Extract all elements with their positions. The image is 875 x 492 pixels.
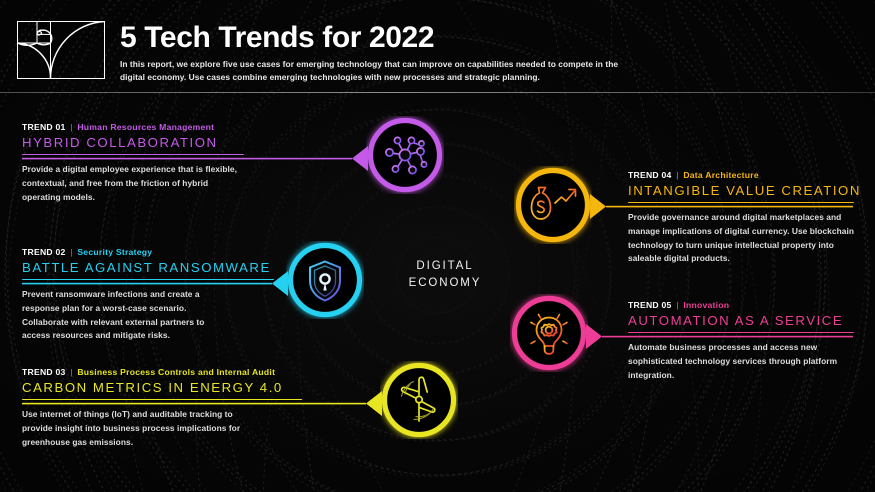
trend-description-3: Use internet of things (IoT) and auditab… bbox=[22, 409, 241, 447]
trend-number-1: TREND 01 bbox=[22, 122, 66, 132]
network-nodes-icon bbox=[367, 117, 443, 193]
trend-divider-3: | bbox=[70, 367, 73, 377]
trend-rule-1 bbox=[22, 153, 244, 156]
trend-block-2[interactable]: TREND 02 | Security Strategy BATTLE AGAI… bbox=[22, 247, 274, 343]
lightbulb-gear-icon bbox=[511, 295, 587, 371]
wind-turbine-icon bbox=[381, 362, 457, 438]
trend-node-3[interactable] bbox=[380, 361, 458, 439]
trend-rule-4 bbox=[628, 201, 854, 204]
trend-node-1[interactable] bbox=[366, 116, 444, 194]
trend-divider-2: | bbox=[70, 247, 73, 257]
trend-kicker-2: TREND 02 | Security Strategy bbox=[22, 247, 274, 257]
money-bag-growth-chart-icon bbox=[515, 167, 591, 243]
trend-number-4: TREND 04 bbox=[628, 170, 672, 180]
trend-title-5: AUTOMATION AS A SERVICE bbox=[628, 313, 844, 328]
page-title: 5 Tech Trends for 2022 bbox=[120, 21, 435, 54]
trend-title-2: BATTLE AGAINST RANSOMWARE bbox=[22, 260, 271, 275]
center-label: DIGITAL ECONOMY bbox=[390, 258, 500, 291]
trend-title-4: INTANGIBLE VALUE CREATION bbox=[628, 183, 861, 198]
trend-kicker-5: TREND 05 | Innovation bbox=[628, 300, 854, 310]
trend-number-5: TREND 05 bbox=[628, 300, 672, 310]
trend-category-1: Human Resources Management bbox=[77, 122, 215, 132]
trend-kicker-4: TREND 04 | Data Architecture bbox=[628, 170, 854, 180]
trend-divider-1: | bbox=[70, 122, 73, 132]
header-bar: 5 Tech Trends for 2022 In this report, w… bbox=[0, 0, 875, 92]
trend-title-3: CARBON METRICS IN ENERGY 4.0 bbox=[22, 380, 283, 395]
trend-category-3: Business Process Controls and Internal A… bbox=[77, 367, 276, 377]
trend-number-3: TREND 03 bbox=[22, 367, 66, 377]
trend-description-5: Automate business processes and access n… bbox=[628, 342, 838, 380]
center-label-line2: ECONOMY bbox=[408, 276, 482, 289]
trend-block-4[interactable]: TREND 04 | Data Architecture INTANGIBLE … bbox=[628, 170, 861, 266]
trend-divider-5: | bbox=[676, 300, 679, 310]
trend-description-1: Provide a digital employee experience th… bbox=[22, 164, 237, 202]
shield-keyhole-icon bbox=[287, 242, 363, 318]
header-divider bbox=[0, 92, 875, 93]
fibonacci-spiral-logo bbox=[17, 21, 105, 79]
trend-description-2: Prevent ransomware infections and create… bbox=[22, 289, 205, 341]
trend-category-4: Data Architecture bbox=[683, 170, 759, 180]
trend-node-4[interactable] bbox=[514, 166, 592, 244]
trend-block-5[interactable]: TREND 05 | Innovation AUTOMATION AS A SE… bbox=[628, 300, 854, 382]
trend-node-5[interactable] bbox=[510, 294, 588, 372]
trend-block-3[interactable]: TREND 03 | Business Process Controls and… bbox=[22, 367, 302, 449]
trend-rule-5 bbox=[628, 331, 854, 334]
trend-divider-4: | bbox=[676, 170, 679, 180]
trend-kicker-1: TREND 01 | Human Resources Management bbox=[22, 122, 244, 132]
page-subtitle: In this report, we explore five use case… bbox=[120, 59, 619, 83]
trend-block-1[interactable]: TREND 01 | Human Resources Management HY… bbox=[22, 122, 244, 204]
trend-kicker-3: TREND 03 | Business Process Controls and… bbox=[22, 367, 302, 377]
trend-category-5: Innovation bbox=[683, 300, 730, 310]
trend-category-2: Security Strategy bbox=[77, 247, 153, 257]
trend-title-1: HYBRID COLLABORATION bbox=[22, 135, 218, 150]
trend-number-2: TREND 02 bbox=[22, 247, 66, 257]
trend-description-4: Provide governance around digital market… bbox=[628, 212, 854, 264]
center-label-line1: DIGITAL bbox=[416, 260, 474, 272]
trend-rule-3 bbox=[22, 398, 302, 401]
trend-rule-2 bbox=[22, 278, 274, 281]
trend-node-2[interactable] bbox=[286, 241, 364, 319]
